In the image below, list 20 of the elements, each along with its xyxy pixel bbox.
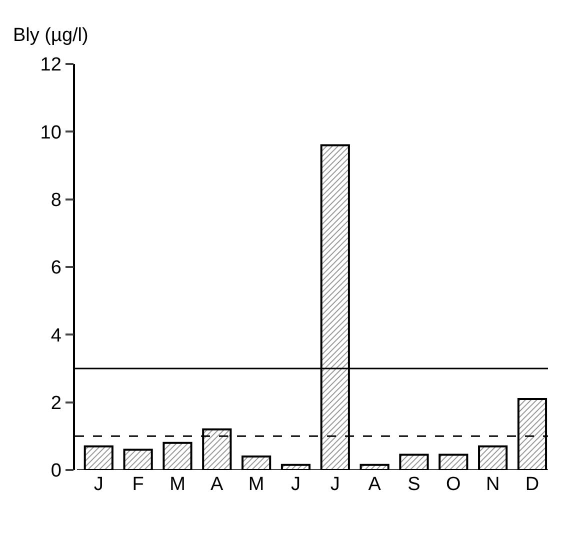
x-tick-label: M	[248, 474, 264, 495]
y-tick-label: 10	[40, 122, 62, 144]
y-tick-label: 0	[50, 460, 62, 482]
y-tick-label: 2	[50, 392, 62, 414]
x-tick-label: F	[132, 474, 144, 495]
y-tick-label: 8	[50, 190, 62, 211]
x-tick-label: O	[446, 474, 461, 495]
x-tick-label: S	[408, 474, 420, 495]
y-axis-title: Bly (µg/l)	[13, 25, 88, 46]
x-tick-label: J	[94, 474, 104, 495]
x-tick-label: J	[330, 474, 340, 495]
y-tick-label: 12	[40, 54, 62, 76]
x-tick-label: J	[290, 474, 300, 495]
x-tick-label: D	[525, 474, 540, 495]
x-tick-label: A	[368, 474, 382, 495]
y-tick-label: 4	[50, 325, 62, 346]
x-tick-label: A	[210, 474, 224, 495]
x-tick-label: N	[486, 474, 500, 495]
x-tick-label: M	[170, 474, 186, 495]
y-tick-label: 6	[50, 258, 62, 279]
